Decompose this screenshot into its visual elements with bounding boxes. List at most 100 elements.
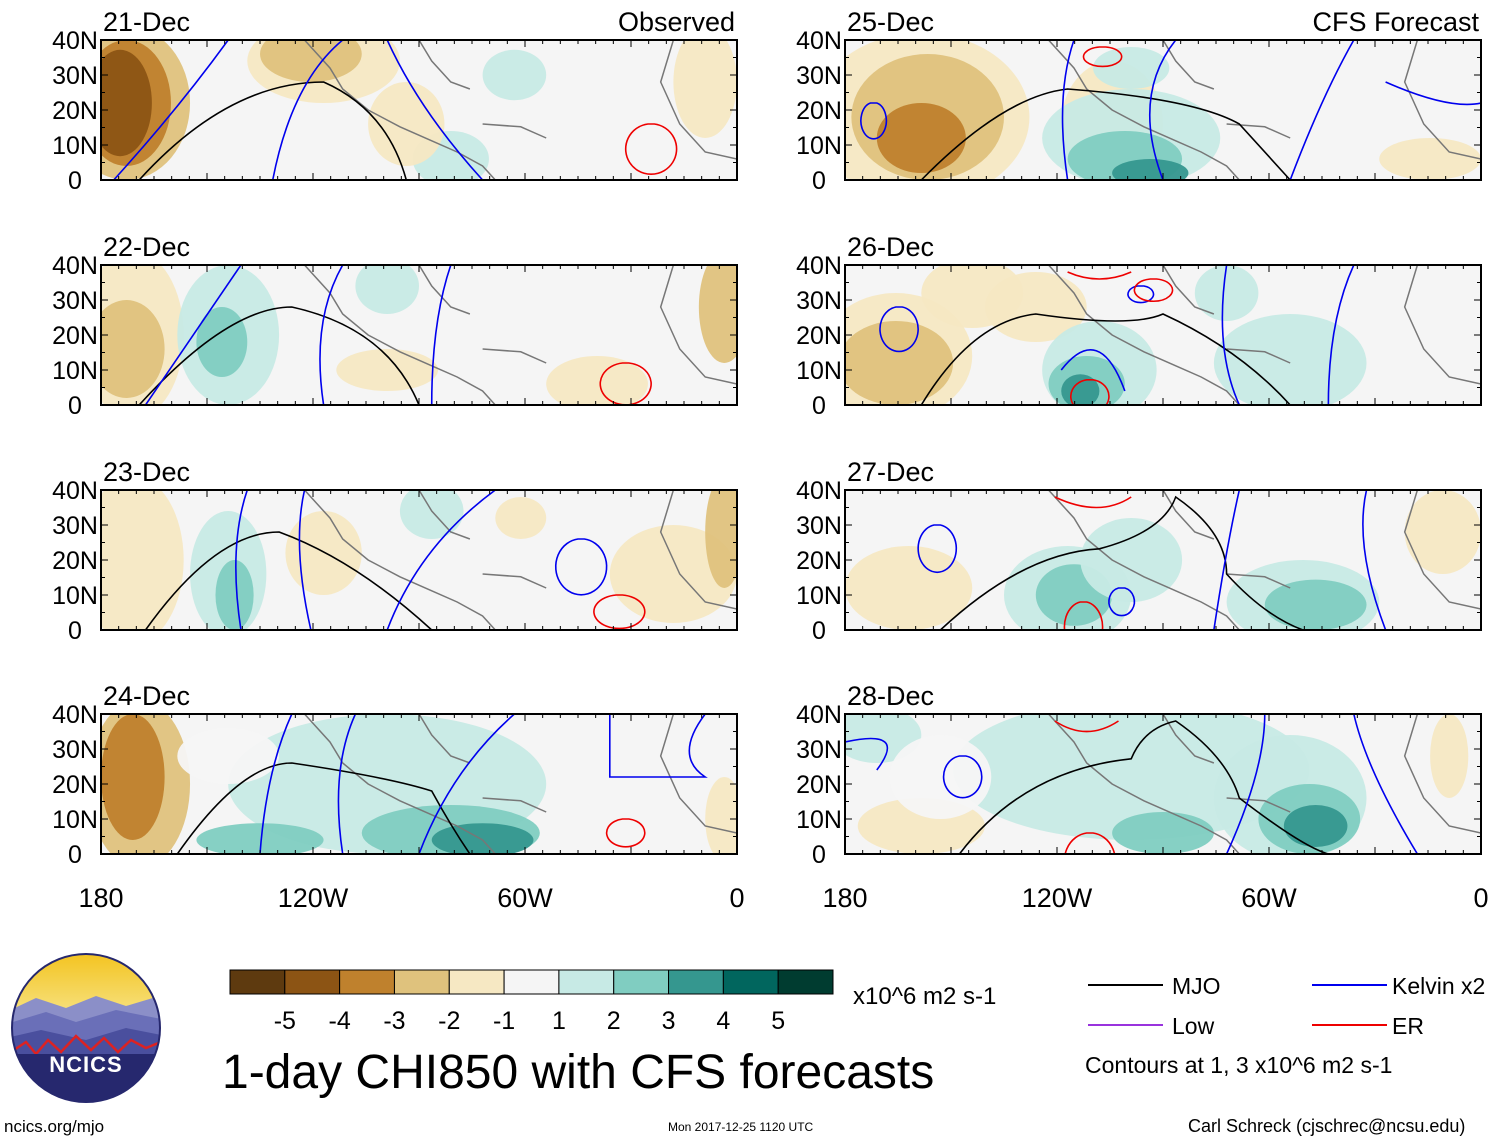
mjo-contour <box>958 720 1329 854</box>
mjo-contour <box>176 762 471 854</box>
er-contour <box>1054 720 1119 733</box>
kelvin-contour <box>860 102 888 140</box>
panel-date: 27-Dec <box>847 457 934 487</box>
kelvin-contour <box>144 265 242 405</box>
er-contour <box>593 594 646 630</box>
y-tick-label: 30N <box>796 287 842 315</box>
mjo-contour <box>144 531 433 630</box>
kelvin-contour <box>1149 40 1177 180</box>
y-tick-label: 30N <box>796 512 842 540</box>
x-tick-label: 60W <box>1241 883 1297 913</box>
kelvin-contour <box>1127 285 1155 304</box>
footer-url[interactable]: ncics.org/mjo <box>4 1117 105 1136</box>
colorbar-tick: -5 <box>274 1007 296 1035</box>
kelvin-contour <box>1060 349 1126 392</box>
shading-cell <box>1430 714 1469 798</box>
er-contour <box>1082 46 1123 68</box>
shading-cell <box>196 823 324 854</box>
coastline <box>1047 714 1481 854</box>
panel-field <box>845 714 1481 854</box>
coastline <box>1047 490 1481 630</box>
colorbar-swatch <box>777 969 834 995</box>
y-tick-label: 20N <box>52 322 98 350</box>
shading-cell <box>889 735 992 819</box>
kelvin-contour <box>1221 265 1241 405</box>
y-tick-label: 10N <box>52 357 98 385</box>
shading-cell <box>1112 159 1189 180</box>
panel-field <box>845 40 1481 180</box>
kelvin-contour <box>1289 40 1355 180</box>
kelvin-contour <box>113 40 229 180</box>
kelvin-contour <box>430 265 452 405</box>
y-tick-label: 30N <box>52 287 98 315</box>
colorbar-swatch <box>339 969 395 995</box>
x-tick-label: 0 <box>729 883 744 913</box>
colorbar-swatch <box>448 969 505 995</box>
er-contour <box>624 123 678 175</box>
x-tick-label: 180 <box>822 883 867 913</box>
er-contour <box>1070 379 1110 405</box>
y-tick-label: 40N <box>52 477 98 505</box>
shading-cell <box>177 728 280 784</box>
line-legend <box>1088 984 1387 1026</box>
y-tick-label: 0 <box>68 167 82 195</box>
panel-date: 28-Dec <box>847 681 934 711</box>
shading-cell <box>196 307 248 377</box>
coastline <box>303 40 737 180</box>
y-tick-label: 40N <box>52 27 98 55</box>
shading-cell <box>355 265 419 314</box>
er-contour <box>605 818 646 848</box>
footer-credit: Carl Schreck (cjschrec@ncsu.edu) <box>1188 1116 1466 1136</box>
kelvin-contour <box>1061 40 1075 180</box>
colorbar-tick: -4 <box>329 1007 351 1035</box>
y-tick-label: 40N <box>52 252 98 280</box>
panel-24-Dec: 40N 30N 20N 10N 0 24-Dec <box>52 681 738 869</box>
panel-date: 22-Dec <box>103 232 190 262</box>
y-tick-label: 30N <box>796 736 842 764</box>
y-tick-label: 40N <box>796 701 842 729</box>
shading-cell <box>399 490 464 539</box>
kelvin-contour <box>942 755 983 799</box>
shading-cell <box>482 49 547 101</box>
y-tick-label: 40N <box>796 252 842 280</box>
shading-cell <box>698 265 737 363</box>
mjo-contour <box>920 313 1291 405</box>
er-contour <box>1063 601 1104 630</box>
kelvin-contour <box>1108 587 1136 617</box>
colorbar-tick: -1 <box>493 1007 515 1035</box>
coastline <box>1047 40 1481 180</box>
shading-cell <box>260 40 362 82</box>
kelvin-contour <box>1225 714 1266 854</box>
y-tick-label: 20N <box>796 771 842 799</box>
y-tick-label: 10N <box>796 132 842 160</box>
panel-27-Dec: 40N 30N 20N 10N 0 27-Dec <box>796 457 1482 645</box>
y-tick-label: 10N <box>52 582 98 610</box>
panel-25-Dec: 40N 30N 20N 10N 0 25-Dec CFS Forecast <box>796 7 1482 195</box>
colorbar-tick: 2 <box>607 1007 621 1035</box>
legend-label-kelvin: Kelvin x2 <box>1392 973 1486 999</box>
colorbar-tick: -3 <box>383 1007 405 1035</box>
colorbar-units: x10^6 m2 s-1 <box>853 983 997 1010</box>
kelvin-contour <box>386 490 496 630</box>
er-contour <box>1067 271 1132 280</box>
shading-cell <box>495 497 547 539</box>
y-tick-label: 20N <box>52 771 98 799</box>
x-tick-label: 60W <box>497 883 553 913</box>
panel-26-Dec: 40N 30N 20N 10N 0 26-Dec <box>796 232 1482 420</box>
shading-cell <box>673 40 737 138</box>
y-tick-label: 10N <box>52 132 98 160</box>
mjo-contour <box>939 495 1304 630</box>
y-tick-label: 20N <box>796 547 842 575</box>
shading-cell <box>1093 47 1170 89</box>
colorbar-tick: 1 <box>552 1007 566 1035</box>
legend-label-low: Low <box>1172 1013 1215 1039</box>
x-tick-label: 0 <box>1473 883 1488 913</box>
panel-field <box>101 40 737 180</box>
mjo-contour <box>138 306 420 405</box>
colorbar-tick: 5 <box>771 1007 785 1035</box>
shading-cell <box>705 777 737 854</box>
shading-cell <box>1112 812 1214 854</box>
er-contour <box>1133 278 1174 303</box>
panel-date: 24-Dec <box>103 681 190 711</box>
mjo-contour <box>138 81 408 180</box>
